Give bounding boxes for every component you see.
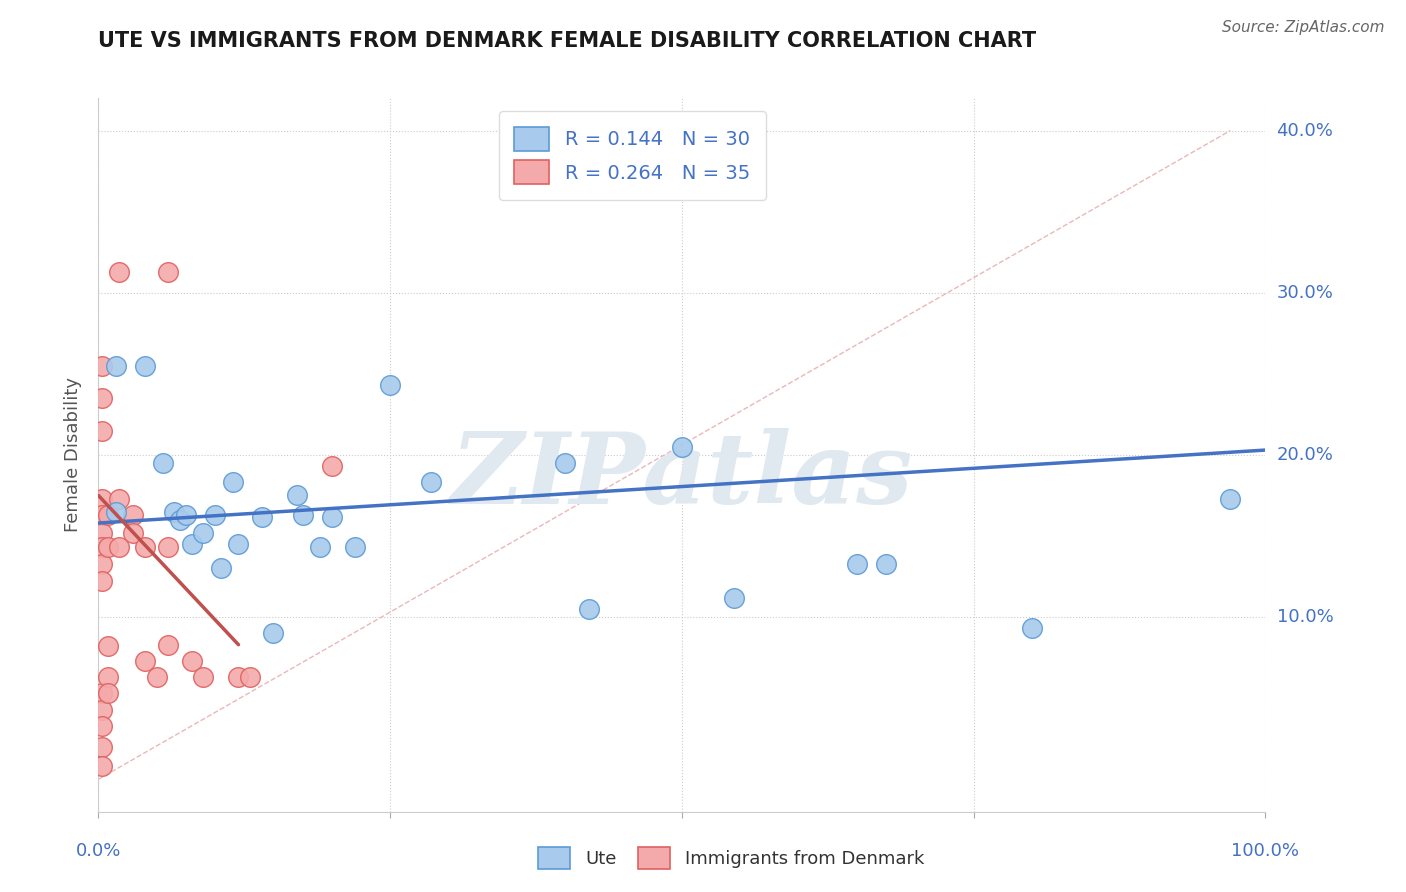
Text: 100.0%: 100.0%: [1232, 842, 1299, 860]
Point: [285, 488, 308, 502]
Point: [104, 505, 127, 519]
Point: [97, 508, 120, 522]
Point: [134, 359, 156, 373]
Point: [108, 541, 131, 555]
Point: [671, 440, 693, 454]
Text: 0.0%: 0.0%: [76, 842, 121, 860]
Point: [134, 654, 156, 668]
Point: [90, 508, 112, 522]
Point: [180, 654, 202, 668]
Point: [378, 378, 402, 392]
Text: Source: ZipAtlas.com: Source: ZipAtlas.com: [1222, 20, 1385, 35]
Point: [97, 541, 120, 555]
Text: UTE VS IMMIGRANTS FROM DENMARK FEMALE DISABILITY CORRELATION CHART: UTE VS IMMIGRANTS FROM DENMARK FEMALE DI…: [98, 31, 1036, 51]
Point: [1219, 491, 1241, 506]
Point: [104, 359, 127, 373]
Point: [90, 557, 112, 571]
Point: [97, 686, 120, 700]
Point: [250, 509, 273, 524]
Point: [291, 508, 314, 522]
Point: [321, 459, 343, 474]
Point: [209, 561, 232, 575]
Point: [875, 557, 897, 571]
Legend: Ute, Immigrants from Denmark: Ute, Immigrants from Denmark: [529, 838, 934, 879]
Point: [108, 491, 131, 506]
Point: [122, 525, 145, 540]
Point: [90, 739, 112, 754]
Point: [157, 638, 180, 652]
Point: [90, 574, 112, 589]
Point: [1021, 622, 1043, 636]
Point: [193, 525, 215, 540]
Point: [90, 759, 112, 773]
Point: [97, 640, 120, 654]
Point: [146, 670, 169, 684]
Point: [90, 686, 112, 700]
Point: [90, 359, 112, 373]
Point: [90, 391, 112, 405]
Point: [90, 719, 112, 733]
Point: [134, 541, 156, 555]
Text: 40.0%: 40.0%: [1277, 121, 1333, 139]
Point: [163, 505, 186, 519]
Point: [108, 265, 131, 279]
Point: [90, 424, 112, 438]
Point: [239, 670, 262, 684]
Point: [97, 670, 120, 684]
Text: 20.0%: 20.0%: [1277, 446, 1333, 464]
Text: 10.0%: 10.0%: [1277, 608, 1333, 626]
Point: [228, 670, 250, 684]
Point: [174, 508, 197, 522]
Point: [204, 508, 226, 522]
Point: [90, 491, 112, 506]
Y-axis label: Female Disability: Female Disability: [65, 377, 83, 533]
Text: ZIPatlas: ZIPatlas: [451, 428, 912, 524]
Point: [90, 702, 112, 716]
Point: [309, 541, 332, 555]
Point: [90, 525, 112, 540]
Point: [90, 541, 112, 555]
Point: [723, 591, 745, 605]
Point: [554, 456, 576, 470]
Text: 30.0%: 30.0%: [1277, 284, 1333, 301]
Legend: R = 0.144   N = 30, R = 0.264   N = 35: R = 0.144 N = 30, R = 0.264 N = 35: [499, 112, 765, 200]
Point: [193, 670, 215, 684]
Point: [321, 509, 343, 524]
Point: [157, 265, 180, 279]
Point: [344, 541, 367, 555]
Point: [152, 456, 174, 470]
Point: [262, 626, 284, 640]
Point: [169, 513, 191, 527]
Point: [221, 475, 243, 490]
Point: [157, 541, 180, 555]
Point: [420, 475, 443, 490]
Point: [845, 557, 868, 571]
Point: [578, 602, 600, 616]
Point: [180, 537, 202, 551]
Point: [228, 537, 250, 551]
Point: [122, 508, 145, 522]
